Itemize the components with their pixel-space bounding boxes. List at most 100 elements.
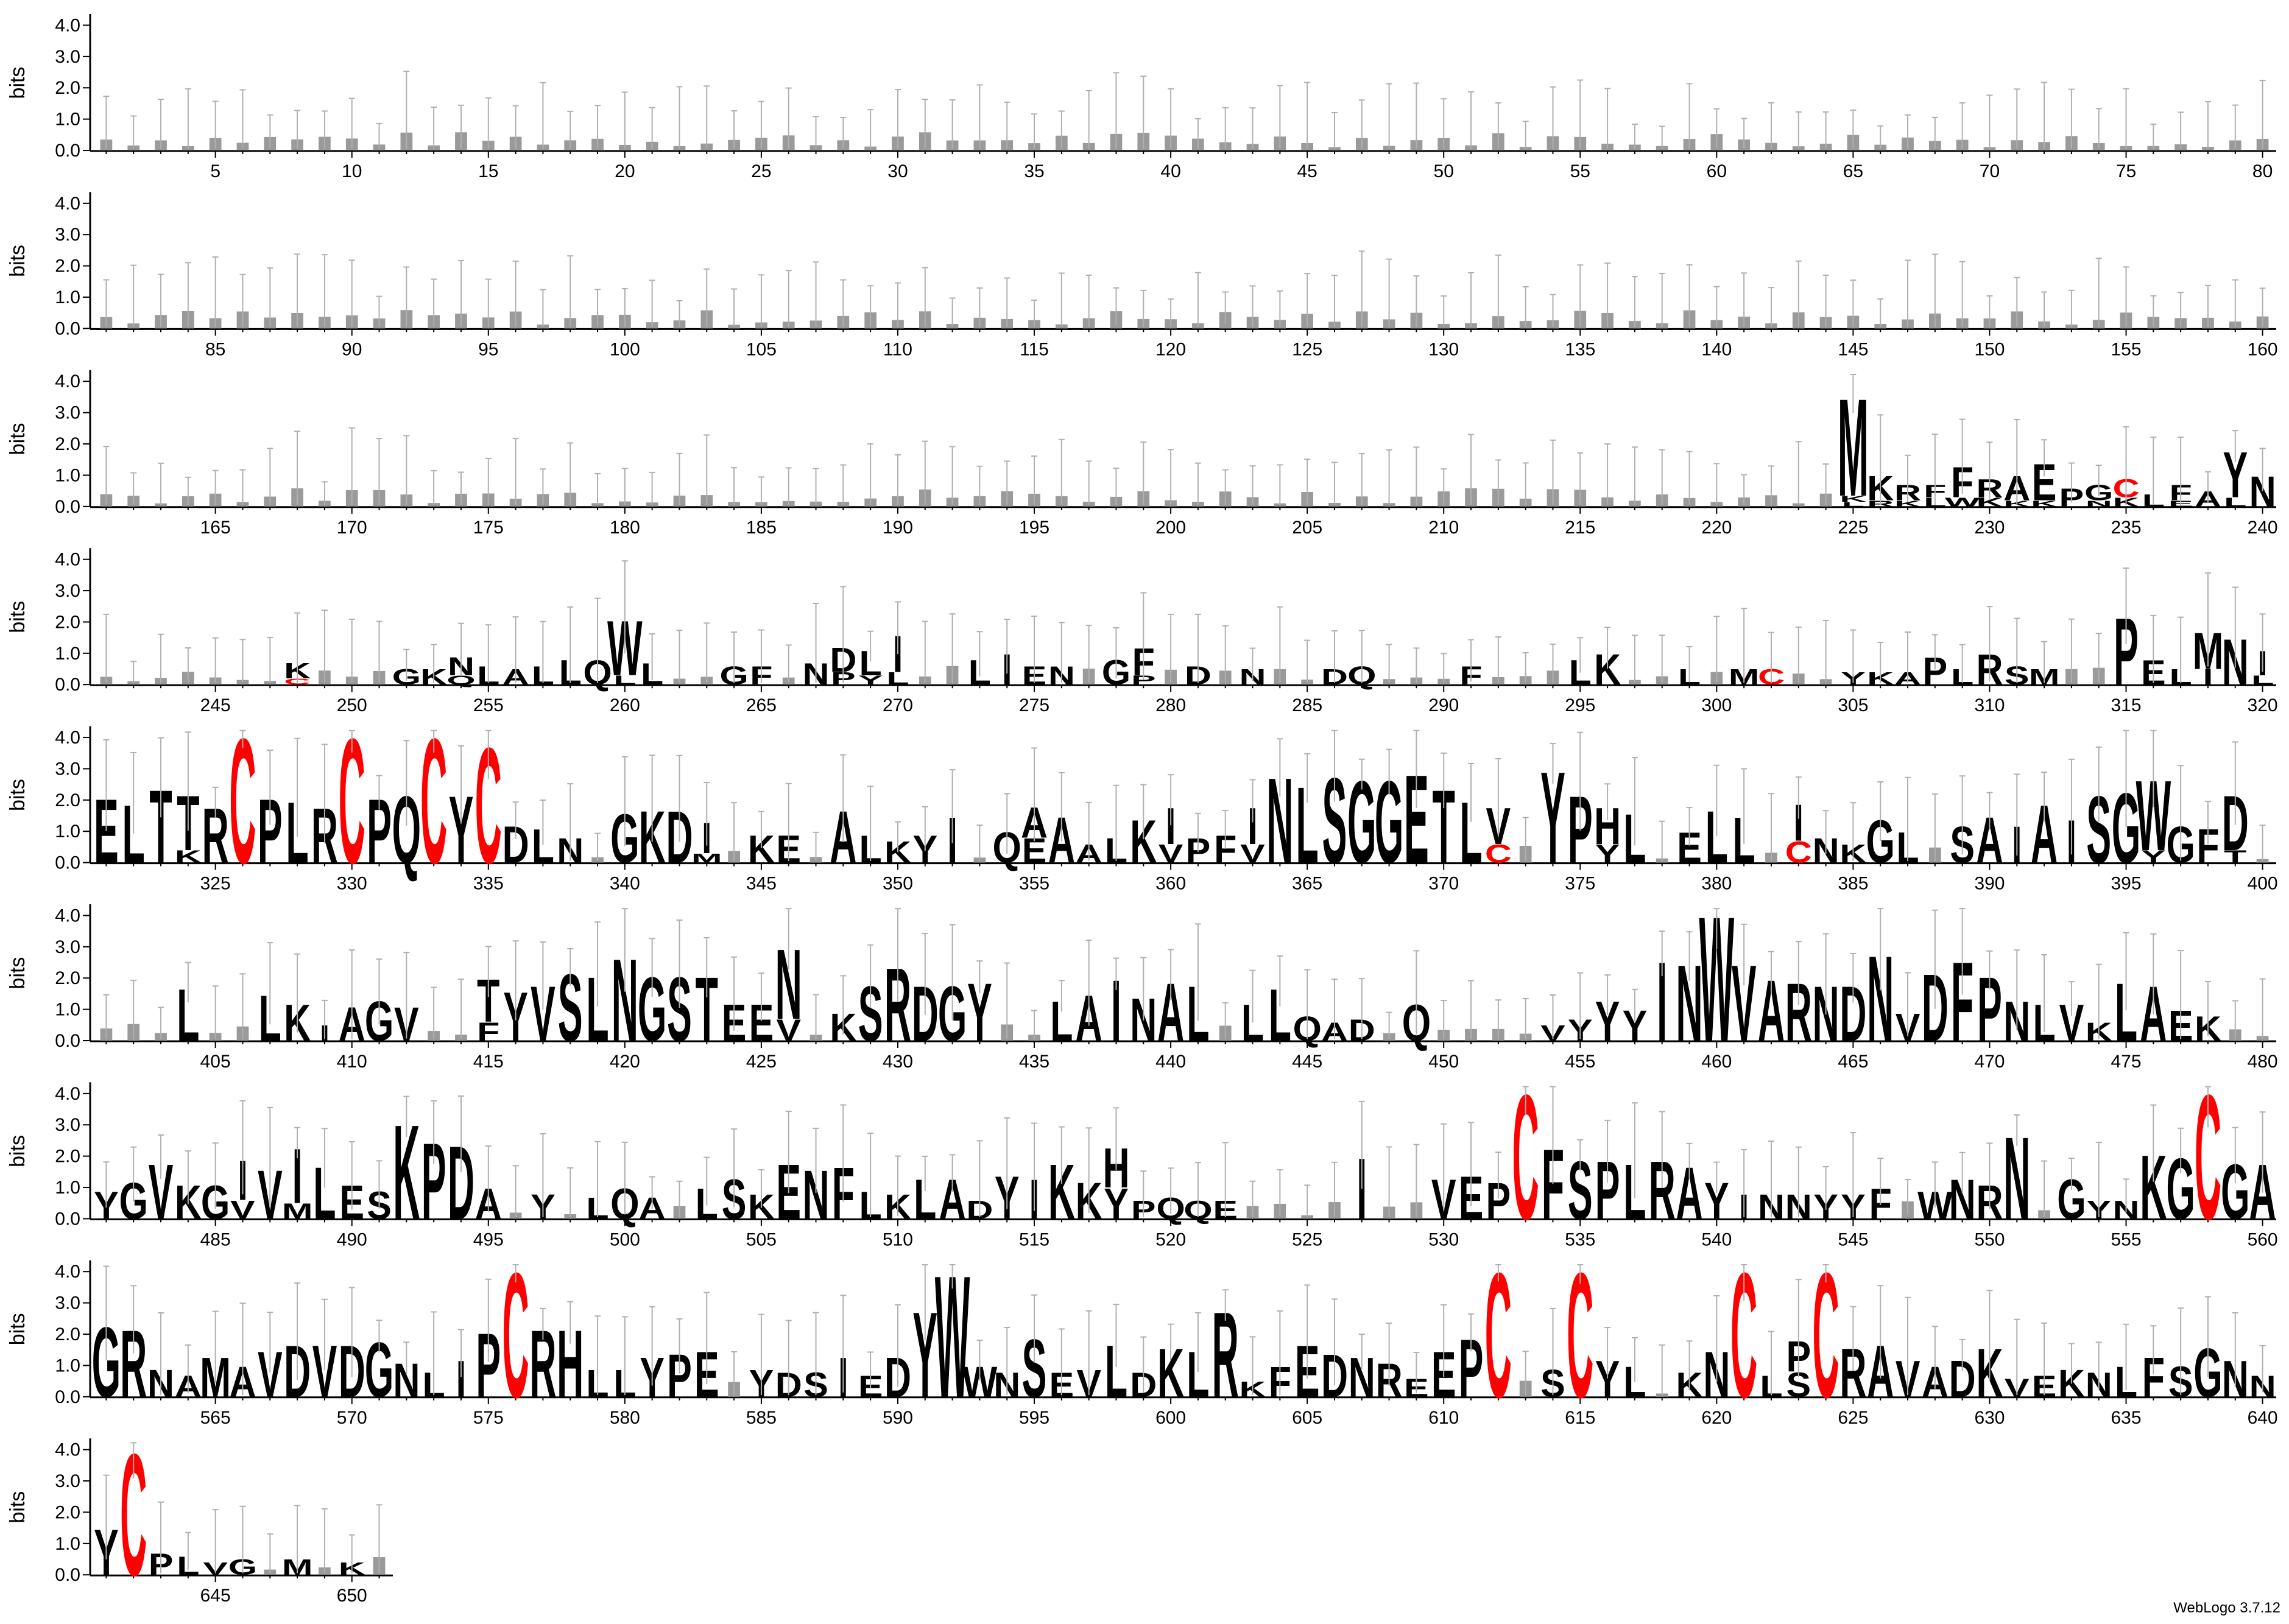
- x-tick-label: 590: [883, 1408, 913, 1428]
- logo-letter-M: M: [691, 851, 722, 865]
- logo-letter-I: I: [292, 1133, 303, 1220]
- x-tick-label: 625: [1838, 1408, 1868, 1428]
- x-tick-label: 570: [337, 1408, 367, 1428]
- logo-letter-T: T: [2224, 847, 2246, 866]
- x-tick-label: 165: [200, 518, 231, 538]
- x-tick-label: 490: [337, 1229, 367, 1250]
- x-tick-label: 510: [883, 1229, 913, 1250]
- logo-letter-K: K: [175, 847, 202, 866]
- logo-letter-M: M: [282, 1199, 313, 1223]
- x-tick-label: 385: [1838, 874, 1868, 894]
- y-tick-label: 4.0: [55, 728, 80, 748]
- x-tick-label: 135: [1565, 339, 1595, 359]
- x-tick-label: 395: [2111, 874, 2142, 894]
- x-tick-label: 560: [2248, 1229, 2278, 1250]
- x-tick-label: 270: [883, 695, 913, 715]
- y-tick-label: 3.0: [55, 1293, 80, 1313]
- x-tick-label: 175: [473, 518, 504, 538]
- x-tick-label: 15: [478, 161, 498, 181]
- x-tick-label: 350: [883, 874, 913, 894]
- x-tick-label: 70: [1980, 161, 2000, 181]
- y-tick-label: 4.0: [55, 15, 80, 35]
- x-tick-label: 550: [1974, 1229, 2005, 1250]
- y-axis-title: bits: [6, 1491, 29, 1524]
- x-tick-label: 260: [610, 695, 640, 715]
- x-tick-label: 430: [883, 1052, 913, 1072]
- y-tick-label: 4.0: [55, 371, 80, 392]
- x-tick-label: 480: [2248, 1052, 2278, 1072]
- x-tick-label: 370: [1428, 874, 1459, 894]
- x-tick-label: 100: [610, 339, 640, 359]
- x-tick-label: 65: [1843, 161, 1863, 181]
- y-axis-title: bits: [6, 423, 29, 455]
- y-tick-label: 4.0: [55, 1262, 80, 1282]
- x-tick-label: 50: [1434, 161, 1454, 181]
- x-tick-label: 25: [751, 161, 771, 181]
- x-tick-label: 400: [2248, 874, 2278, 894]
- x-tick-label: 335: [473, 874, 504, 894]
- y-tick-label: 1.0: [55, 821, 80, 842]
- x-tick-label: 140: [1701, 339, 1732, 359]
- x-tick-label: 545: [1838, 1229, 1868, 1250]
- logo-letter-C: C: [1785, 835, 1812, 870]
- x-tick-label: 190: [883, 518, 913, 538]
- y-tick-label: 3.0: [55, 47, 80, 67]
- y-tick-label: 3.0: [55, 581, 80, 601]
- logo-letter-Q: Q: [446, 673, 475, 687]
- logo-letter-N: N: [2086, 499, 2112, 508]
- y-tick-label: 0.0: [55, 497, 80, 517]
- y-axis-title: bits: [6, 1135, 29, 1167]
- y-axis-title: bits: [6, 779, 29, 811]
- x-tick-label: 40: [1160, 161, 1180, 181]
- x-tick-label: 360: [1155, 874, 1186, 894]
- x-tick-label: 315: [2111, 695, 2142, 715]
- x-tick-label: 210: [1428, 518, 1459, 538]
- x-tick-label: 405: [200, 1052, 231, 1072]
- x-tick-label: 180: [610, 518, 640, 538]
- logo-letter-K: K: [1839, 494, 1866, 504]
- x-tick-label: 105: [746, 339, 777, 359]
- x-tick-label: 415: [473, 1052, 504, 1072]
- logo-letter-P: P: [1131, 673, 1156, 687]
- x-tick-label: 60: [1707, 161, 1727, 181]
- logo-letter-L: L: [613, 673, 636, 687]
- logo-letter-L: L: [2251, 673, 2274, 687]
- y-tick-label: 2.0: [55, 1502, 80, 1522]
- logo-letter-W: W: [1945, 495, 1981, 510]
- logo-letter-V: V: [776, 1013, 801, 1047]
- y-tick-label: 3.0: [55, 759, 80, 779]
- logo-letter-V: V: [1159, 839, 1183, 868]
- x-tick-label: 250: [337, 695, 367, 715]
- y-tick-label: 4.0: [55, 1084, 80, 1104]
- y-axis-title: bits: [6, 957, 29, 990]
- x-tick-label: 435: [1019, 1052, 1049, 1072]
- logo-letter-I: I: [892, 625, 903, 683]
- logo-letter-L: L: [1842, 501, 1864, 508]
- x-tick-label: 535: [1565, 1229, 1595, 1250]
- y-tick-label: 2.0: [55, 78, 80, 98]
- logo-letter-Y: Y: [1595, 839, 1620, 868]
- x-tick-label: 85: [205, 339, 225, 359]
- logo-letter-V: V: [230, 1195, 255, 1225]
- y-tick-label: 0.0: [55, 1209, 80, 1229]
- x-tick-label: 630: [1974, 1408, 2005, 1428]
- x-tick-label: 155: [2111, 339, 2142, 359]
- x-tick-label: 80: [2252, 161, 2273, 181]
- x-tick-label: 285: [1292, 695, 1322, 715]
- x-tick-label: 10: [342, 161, 362, 181]
- x-tick-label: 380: [1701, 874, 1732, 894]
- x-tick-label: 495: [473, 1229, 504, 1250]
- x-tick-label: 235: [2111, 518, 2142, 538]
- x-tick-label: 640: [2248, 1408, 2278, 1428]
- x-tick-label: 150: [1974, 339, 2005, 359]
- x-tick-label: 200: [1155, 518, 1186, 538]
- x-tick-label: 290: [1428, 695, 1459, 715]
- x-tick-label: 35: [1024, 161, 1044, 181]
- y-tick-label: 4.0: [55, 1440, 80, 1460]
- x-tick-label: 600: [1155, 1408, 1186, 1428]
- x-tick-label: 195: [1019, 518, 1049, 538]
- x-tick-label: 45: [1297, 161, 1317, 181]
- x-tick-label: 525: [1292, 1229, 1322, 1250]
- x-tick-label: 330: [337, 874, 367, 894]
- y-axis-title: bits: [6, 245, 29, 277]
